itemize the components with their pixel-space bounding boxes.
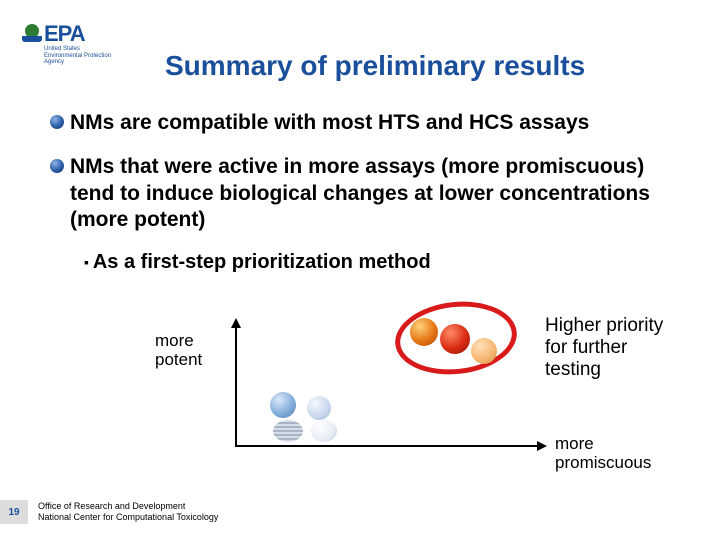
high-sphere-icon	[440, 324, 470, 354]
bullet-1-text: NMs are compatible with most HTS and HCS…	[70, 110, 589, 136]
high-sphere-icon	[410, 318, 438, 346]
slide-footer: 19 Office of Research and Development Na…	[0, 500, 218, 524]
priority-label: Higher priorityfor furthertesting	[545, 315, 663, 381]
footer-line2: National Center for Computational Toxico…	[38, 512, 218, 522]
epa-logo-sub2: Environmental Protection	[44, 53, 111, 59]
bullet-2-text: NMs that were active in more assays (mor…	[70, 154, 680, 233]
slide-body: NMs are compatible with most HTS and HCS…	[50, 110, 680, 274]
y-axis	[235, 320, 237, 445]
epa-logo-sub1: United States	[44, 46, 80, 52]
bullet-2: NMs that were active in more assays (mor…	[50, 154, 680, 233]
slide-title: Summary of preliminary results	[165, 50, 585, 82]
x-axis	[235, 445, 545, 447]
sphere-bullet-icon	[50, 159, 64, 173]
low-sphere-icon	[273, 420, 303, 442]
high-sphere-icon	[471, 338, 497, 364]
low-sphere-icon	[307, 396, 331, 420]
epa-logo-sub3: Agency	[44, 59, 64, 65]
sphere-bullet-icon	[50, 115, 64, 129]
footer-text: Office of Research and Development Natio…	[38, 501, 218, 523]
epa-logo-acronym: EPA	[44, 24, 85, 44]
priority-diagram: morepotent Higher priorityfor furthertes…	[155, 320, 685, 490]
low-sphere-icon	[270, 392, 296, 418]
epa-logo-subtext: United States Environmental Protection A…	[44, 46, 111, 66]
low-sphere-icon	[311, 420, 337, 442]
x-axis-label: morepromiscuous	[555, 435, 651, 472]
epa-logo-mark	[22, 24, 42, 44]
epa-logo: EPA United States Environmental Protecti…	[22, 24, 112, 64]
footer-line1: Office of Research and Development	[38, 501, 185, 511]
sub-bullet-1: As a first-step prioritization method	[84, 251, 680, 274]
slide-number: 19	[0, 500, 28, 524]
y-axis-label: morepotent	[155, 332, 202, 369]
bullet-1: NMs are compatible with most HTS and HCS…	[50, 110, 680, 136]
